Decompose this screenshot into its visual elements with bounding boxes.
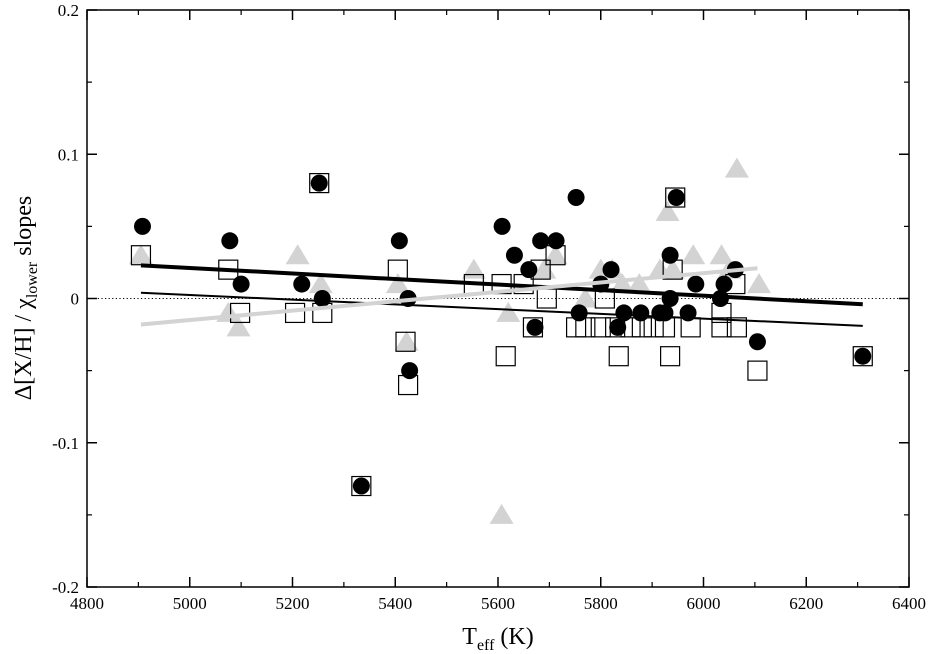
square-marker	[747, 360, 768, 381]
triangle-marker	[627, 273, 652, 294]
x-tick-label: 5000	[173, 594, 207, 613]
square-marker	[608, 346, 629, 367]
y-tick-label: -0.2	[52, 578, 79, 597]
square-marker	[351, 475, 372, 497]
circle-marker	[748, 333, 766, 351]
triangle-marker	[308, 273, 333, 294]
circle-marker	[401, 362, 419, 380]
square-marker	[726, 317, 747, 338]
square-marker	[852, 346, 873, 367]
x-tick-label: 5600	[481, 594, 515, 613]
circle-marker	[609, 318, 627, 336]
y-tick-label: -0.1	[52, 434, 79, 453]
square-marker	[395, 331, 416, 352]
y-tick-label: 0	[71, 290, 80, 309]
circle-marker	[313, 290, 331, 307]
circle-marker	[352, 477, 370, 495]
circle-marker	[687, 275, 705, 293]
x-tick-label: 4800	[70, 594, 104, 613]
circle-marker	[520, 261, 538, 279]
circle-marker	[854, 347, 872, 365]
triangle-marker	[496, 301, 521, 322]
circle-marker	[547, 232, 565, 250]
triangle-marker	[746, 273, 771, 294]
circle-marker	[221, 232, 239, 250]
x-tick-label: 5200	[276, 594, 310, 613]
circle-marker	[526, 318, 544, 336]
circle-marker	[293, 275, 311, 293]
x-axis-label: Teff (K)	[462, 624, 533, 654]
square-marker	[495, 346, 516, 367]
circle-marker	[493, 217, 511, 235]
circle-marker	[133, 217, 151, 235]
square-marker	[660, 346, 681, 367]
x-tick-label: 5400	[378, 594, 412, 613]
circle-marker	[505, 246, 523, 264]
circle-marker	[661, 246, 679, 264]
triangle-marker	[128, 244, 153, 265]
triangle-marker	[543, 244, 568, 265]
square-marker	[711, 317, 732, 338]
axis-ticks: 4800 5000 5200 5400 5600 5800 6000 6200 6400 -0.2…	[52, 1, 926, 613]
y-tick-label: 0.1	[58, 145, 79, 164]
circle-marker	[310, 174, 328, 192]
circle-marker	[667, 189, 685, 207]
fit-line	[140, 266, 758, 327]
y-tick-label: 0.2	[58, 1, 79, 20]
circle-marker	[615, 304, 633, 322]
plot-body	[87, 157, 909, 524]
x-tick-label: 6000	[687, 594, 721, 613]
fit-line	[140, 291, 863, 327]
fit-line	[140, 263, 863, 307]
triangle-marker	[285, 244, 310, 265]
triangle-marker	[461, 258, 486, 279]
triangle-marker	[610, 273, 635, 294]
x-tick-label: 6400	[892, 594, 926, 613]
triangle-marker	[709, 244, 734, 265]
circle-marker	[390, 232, 408, 250]
triangle-marker	[724, 157, 749, 178]
circle-marker	[532, 232, 550, 250]
triangle-marker	[489, 503, 514, 524]
circle-marker	[656, 304, 674, 322]
triangle-marker	[385, 273, 410, 294]
triangle-marker	[394, 330, 419, 351]
square-marker	[590, 317, 611, 338]
square-marker	[536, 288, 557, 309]
triangle-marker	[226, 316, 251, 337]
x-tick-label: 5800	[584, 594, 618, 613]
triangle-marker	[655, 200, 680, 221]
x-tick-label: 6200	[789, 594, 823, 613]
circle-marker	[567, 189, 585, 207]
triangle-marker	[573, 287, 598, 308]
circle-marker	[232, 275, 250, 293]
triangle-marker	[681, 244, 706, 265]
circle-marker	[715, 275, 733, 293]
square-marker	[130, 245, 152, 266]
circle-marker	[602, 261, 620, 279]
y-axis-label: Δ[X/H] / χlower slopes	[11, 196, 41, 401]
square-marker	[309, 173, 330, 194]
circle-marker	[632, 304, 650, 322]
